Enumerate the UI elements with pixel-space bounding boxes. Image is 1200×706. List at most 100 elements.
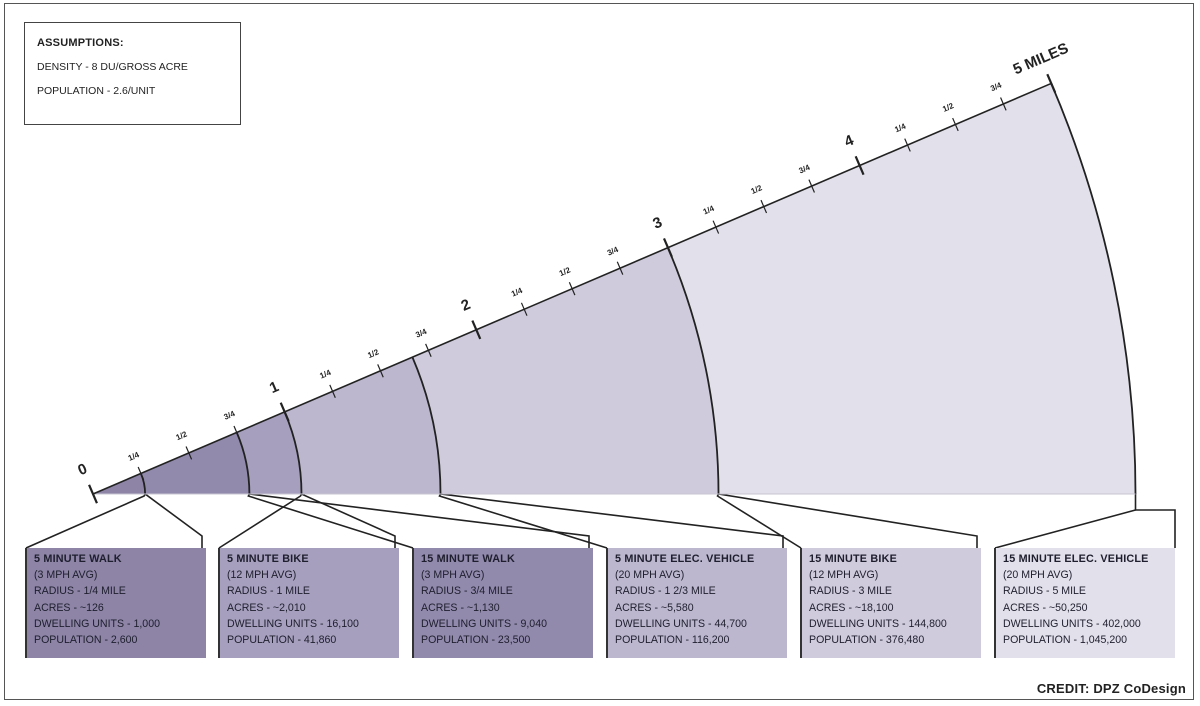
minor-tick (377, 364, 384, 378)
card-title: 15 MINUTE WALK (421, 553, 515, 565)
card-speed: (20 MPH AVG) (1003, 569, 1073, 582)
minor-tick (185, 446, 193, 460)
minor-tick (137, 466, 145, 481)
minor-tick (904, 138, 911, 152)
radius-sectors (93, 83, 1137, 495)
assumption-population: POPULATION - 2.6/UNIT (37, 85, 156, 97)
major-tick (1046, 73, 1057, 94)
major-tick-label: 4 (842, 131, 857, 150)
card-title: 15 MINUTE ELEC. VEHICLE (1003, 553, 1149, 565)
minor-tick (616, 261, 624, 275)
card-speed: (3 MPH AVG) (421, 569, 485, 582)
mode-card: 5 MINUTE WALK (3 MPH AVG) RADIUS - 1/4 M… (25, 548, 206, 658)
distance-axis: 0 1/4 1/2 3/4 1 1/4 1/2 3/4 2 1/4 1/2 3/4 3 1/4 1/2 3/4… (75, 40, 1136, 504)
card-dwelling-units: DWELLING UNITS - 16,100 (227, 617, 359, 630)
card-acres: ACRES - ~5,580 (615, 601, 694, 614)
leader-line (247, 493, 590, 549)
leader-line (25, 492, 203, 549)
card-population: POPULATION - 2,600 (34, 634, 138, 647)
card-radius: RADIUS - 1 2/3 MILE (615, 585, 716, 598)
minor-tick (568, 282, 576, 296)
fraction-tick-label: 3/4 (223, 409, 237, 422)
card-acres: ACRES - ~126 (34, 601, 104, 614)
fraction-tick-label: 1/4 (702, 204, 716, 217)
card-population: POPULATION - 41,860 (227, 634, 337, 647)
card-acres: ACRES - ~1,130 (421, 601, 500, 614)
card-dwelling-units: DWELLING UNITS - 1,000 (34, 617, 160, 630)
leader-line (1134, 494, 1176, 548)
card-dwelling-units: DWELLING UNITS - 144,800 (809, 617, 947, 630)
fraction-tick-label: 1/2 (558, 265, 572, 278)
assumptions-box: ASSUMPTIONS: DENSITY - 8 DU/GROSS ACRE P… (24, 22, 241, 125)
card-title: 15 MINUTE BIKE (809, 553, 897, 565)
fraction-tick-label: 3/4 (798, 163, 812, 176)
minor-tick (329, 384, 336, 399)
mode-card: 15 MINUTE WALK (3 MPH AVG) RADIUS - 3/4 … (412, 548, 593, 658)
card-radius: RADIUS - 3 MILE (809, 585, 893, 598)
fraction-tick-label: 3/4 (414, 327, 428, 340)
card-population: POPULATION - 376,480 (809, 634, 925, 647)
major-tick-label: 5 MILES (1011, 40, 1071, 79)
minor-tick (520, 302, 528, 316)
card-title: 5 MINUTE WALK (34, 553, 122, 565)
leader-line (994, 509, 1136, 549)
mode-card: 5 MINUTE ELEC. VEHICLE (20 MPH AVG) RADI… (606, 548, 787, 658)
card-speed: (3 MPH AVG) (34, 569, 98, 582)
card-speed: (12 MPH AVG) (227, 569, 297, 582)
card-radius: RADIUS - 1 MILE (227, 585, 311, 598)
minor-tick (808, 179, 815, 193)
fraction-tick-label: 3/4 (989, 80, 1003, 93)
card-dwelling-units: DWELLING UNITS - 402,000 (1003, 617, 1141, 630)
fraction-tick-label: 1/2 (175, 429, 189, 442)
fraction-tick-label: 1/4 (318, 368, 332, 381)
fraction-tick-label: 1/2 (941, 101, 955, 114)
card-dwelling-units: DWELLING UNITS - 9,040 (421, 617, 547, 630)
fraction-tick-label: 1/2 (750, 183, 764, 196)
fraction-tick-label: 3/4 (606, 245, 620, 258)
credit-line: CREDIT: DPZ CoDesign (1036, 681, 1186, 696)
card-title: 5 MINUTE ELEC. VEHICLE (615, 553, 755, 565)
figure-frame (4, 3, 1194, 700)
card-speed: (12 MPH AVG) (809, 569, 879, 582)
major-tick-label: 0 (75, 460, 89, 479)
radius-arc (411, 356, 442, 495)
fraction-tick-label: 1/2 (366, 347, 380, 360)
minor-tick (712, 220, 720, 234)
card-radius: RADIUS - 1/4 MILE (34, 585, 126, 598)
major-tick (88, 484, 98, 504)
minor-tick (760, 199, 768, 214)
leader-line (716, 493, 978, 549)
card-acres: ACRES - ~50,250 (1003, 601, 1088, 614)
leader-lines (25, 492, 1176, 549)
major-tick (662, 238, 673, 258)
assumption-density: DENSITY - 8 DU/GROSS ACRE (37, 61, 188, 73)
minor-tick (233, 425, 241, 440)
card-title: 5 MINUTE BIKE (227, 553, 309, 565)
leader-line (218, 492, 396, 549)
major-tick-label: 1 (267, 378, 281, 397)
major-tick-label: 2 (459, 296, 473, 315)
card-speed: (20 MPH AVG) (615, 569, 685, 582)
radius-arc (1050, 83, 1137, 495)
major-tick (471, 320, 482, 340)
card-radius: RADIUS - 3/4 MILE (421, 585, 513, 598)
mode-card: 15 MINUTE ELEC. VEHICLE (20 MPH AVG) RAD… (994, 548, 1175, 658)
assumptions-title: ASSUMPTIONS: (37, 37, 124, 49)
leader-line (438, 493, 784, 549)
card-population: POPULATION - 116,200 (615, 634, 730, 647)
minor-tick (952, 117, 959, 132)
fraction-tick-label: 1/4 (893, 121, 907, 134)
card-dwelling-units: DWELLING UNITS - 44,700 (615, 617, 747, 630)
card-acres: ACRES - ~2,010 (227, 601, 306, 614)
card-radius: RADIUS - 5 MILE (1003, 585, 1087, 598)
mode-card: 5 MINUTE BIKE (12 MPH AVG) RADIUS - 1 MI… (218, 548, 399, 658)
minor-tick (1000, 97, 1007, 111)
minor-tick (425, 343, 432, 357)
card-acres: ACRES - ~18,100 (809, 601, 894, 614)
radius-arc (667, 247, 720, 495)
fraction-tick-label: 1/4 (510, 286, 524, 299)
major-tick (279, 402, 290, 422)
card-population: POPULATION - 1,045,200 (1003, 634, 1128, 647)
card-population: POPULATION - 23,500 (421, 634, 531, 647)
